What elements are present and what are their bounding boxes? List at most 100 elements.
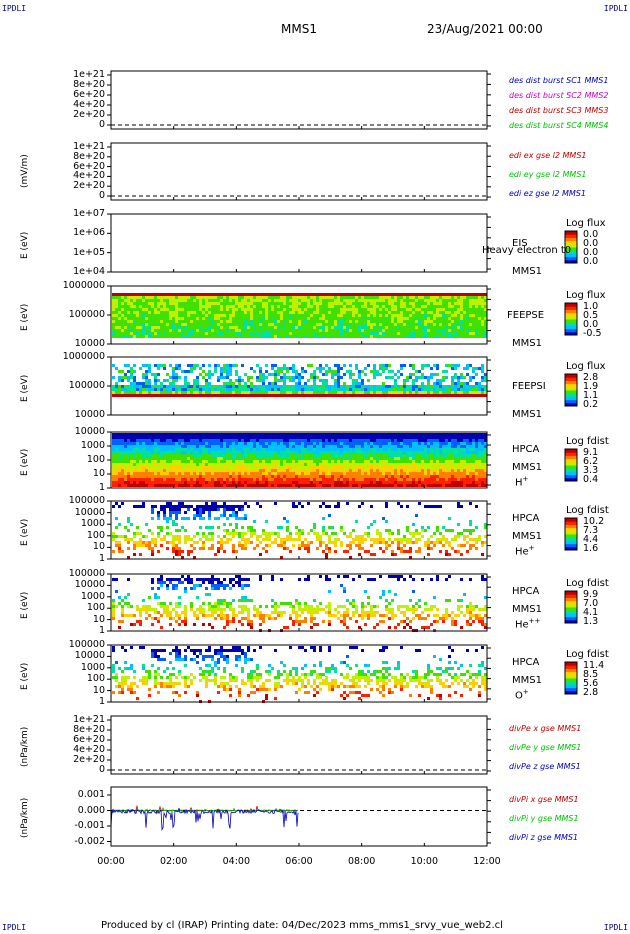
spectrogram-cell — [115, 296, 118, 299]
spectrogram-cell — [229, 469, 232, 472]
spectrogram-cell — [229, 439, 232, 442]
spectrogram-cell — [226, 293, 229, 296]
spectrogram-cell — [205, 308, 208, 311]
spectrogram-cell — [436, 311, 439, 314]
spectrogram-cell — [445, 469, 448, 472]
spectrogram-cell — [133, 370, 136, 373]
spectrogram-cell — [199, 439, 202, 442]
spectrogram-cell — [322, 314, 325, 317]
spectrogram-cell — [388, 445, 391, 448]
spectrogram-cell — [115, 367, 118, 370]
spectrogram-cell — [448, 484, 451, 487]
spectrogram-cell — [307, 320, 310, 323]
spectrogram-cell — [238, 466, 241, 469]
spectrogram-cell — [235, 305, 238, 308]
spectrogram-cell — [262, 311, 265, 314]
spectrogram-cell — [166, 475, 169, 478]
spectrogram-cell — [163, 367, 166, 370]
spectrogram-cell — [289, 308, 292, 311]
spectrogram-cell — [439, 388, 442, 391]
spectrogram-cell — [211, 323, 214, 326]
spectrogram-cell — [118, 379, 121, 382]
spectrogram-cell — [274, 326, 277, 329]
spectrogram-cell — [337, 367, 340, 370]
spectrogram-cell — [142, 388, 145, 391]
spectrogram-cell — [304, 308, 307, 311]
spectrogram-cell — [190, 388, 193, 391]
spectrogram-cell — [325, 323, 328, 326]
spectrogram-cell — [370, 293, 373, 296]
spectrogram-cell — [190, 364, 193, 367]
spectrogram-cell — [295, 332, 298, 335]
spectrogram-cell — [193, 472, 196, 475]
spectrogram-cell — [148, 302, 151, 305]
spectrogram-cell — [166, 317, 169, 320]
spectrogram-cell — [124, 314, 127, 317]
spectrogram-cell — [142, 439, 145, 442]
spectrogram-cell — [262, 466, 265, 469]
spectrogram-cell — [199, 296, 202, 299]
spectrogram-cell — [202, 299, 205, 302]
spectrogram-cell — [349, 323, 352, 326]
spectrogram-cell — [268, 329, 271, 332]
spectrogram-cell — [445, 460, 448, 463]
spectrogram-cell — [307, 302, 310, 305]
spectrogram-cell — [214, 299, 217, 302]
spectrogram-cell — [442, 323, 445, 326]
spectrogram-cell — [319, 442, 322, 445]
spectrogram-cell — [382, 454, 385, 457]
spectrogram-cell — [253, 326, 256, 329]
spectrogram-cell — [442, 311, 445, 314]
spectrogram-cell — [118, 335, 121, 338]
spectrogram-cell — [445, 451, 448, 454]
spectrogram-cell — [157, 367, 160, 370]
spectrogram-cell — [205, 457, 208, 460]
spectrogram-cell — [304, 305, 307, 308]
spectrogram-cell — [373, 394, 376, 397]
spectrogram-cell — [187, 332, 190, 335]
spectrogram-cell — [250, 299, 253, 302]
spectrogram-cell — [451, 478, 454, 481]
spectrogram-cell — [394, 460, 397, 463]
spectrogram-cell — [373, 311, 376, 314]
spectrogram-cell — [139, 317, 142, 320]
spectrogram-cell — [382, 394, 385, 397]
spectrogram-cell — [268, 475, 271, 478]
spectrogram-cell — [301, 370, 304, 373]
spectrogram-cell — [298, 478, 301, 481]
spectrogram-cell — [274, 370, 277, 373]
spectrogram-cell — [379, 451, 382, 454]
spectrogram-cell — [127, 296, 130, 299]
spectrogram-cell — [256, 326, 259, 329]
spectrogram-cell — [256, 394, 259, 397]
spectrogram-cell — [340, 394, 343, 397]
spectrogram-cell — [451, 382, 454, 385]
spectrogram-cell — [154, 305, 157, 308]
spectrogram-cell — [388, 296, 391, 299]
spectrogram-cell — [265, 385, 268, 388]
spectrogram-cell — [385, 329, 388, 332]
spectrogram-cell — [379, 385, 382, 388]
spectrogram-cell — [367, 433, 370, 436]
spectrogram-cell — [409, 454, 412, 457]
spectrogram-cell — [313, 442, 316, 445]
spectrogram-cell — [229, 314, 232, 317]
spectrogram-cell — [415, 394, 418, 397]
spectrogram-cell — [139, 305, 142, 308]
spectrogram-cell — [463, 320, 466, 323]
spectrogram-cell — [217, 332, 220, 335]
spectrogram-cell — [355, 329, 358, 332]
spectrogram-cell — [409, 335, 412, 338]
spectrogram-cell — [370, 385, 373, 388]
spectrogram-cell — [295, 335, 298, 338]
spectrogram-cell — [151, 326, 154, 329]
colorbar-segment — [565, 390, 577, 394]
spectrogram-cell — [364, 305, 367, 308]
spectrogram-cell — [271, 463, 274, 466]
spectrogram-cell — [247, 326, 250, 329]
spectrogram-cell — [271, 445, 274, 448]
spectrogram-cell — [319, 391, 322, 394]
spectrogram-cell — [391, 385, 394, 388]
spectrogram-cell — [340, 481, 343, 484]
spectrogram-cell — [313, 296, 316, 299]
